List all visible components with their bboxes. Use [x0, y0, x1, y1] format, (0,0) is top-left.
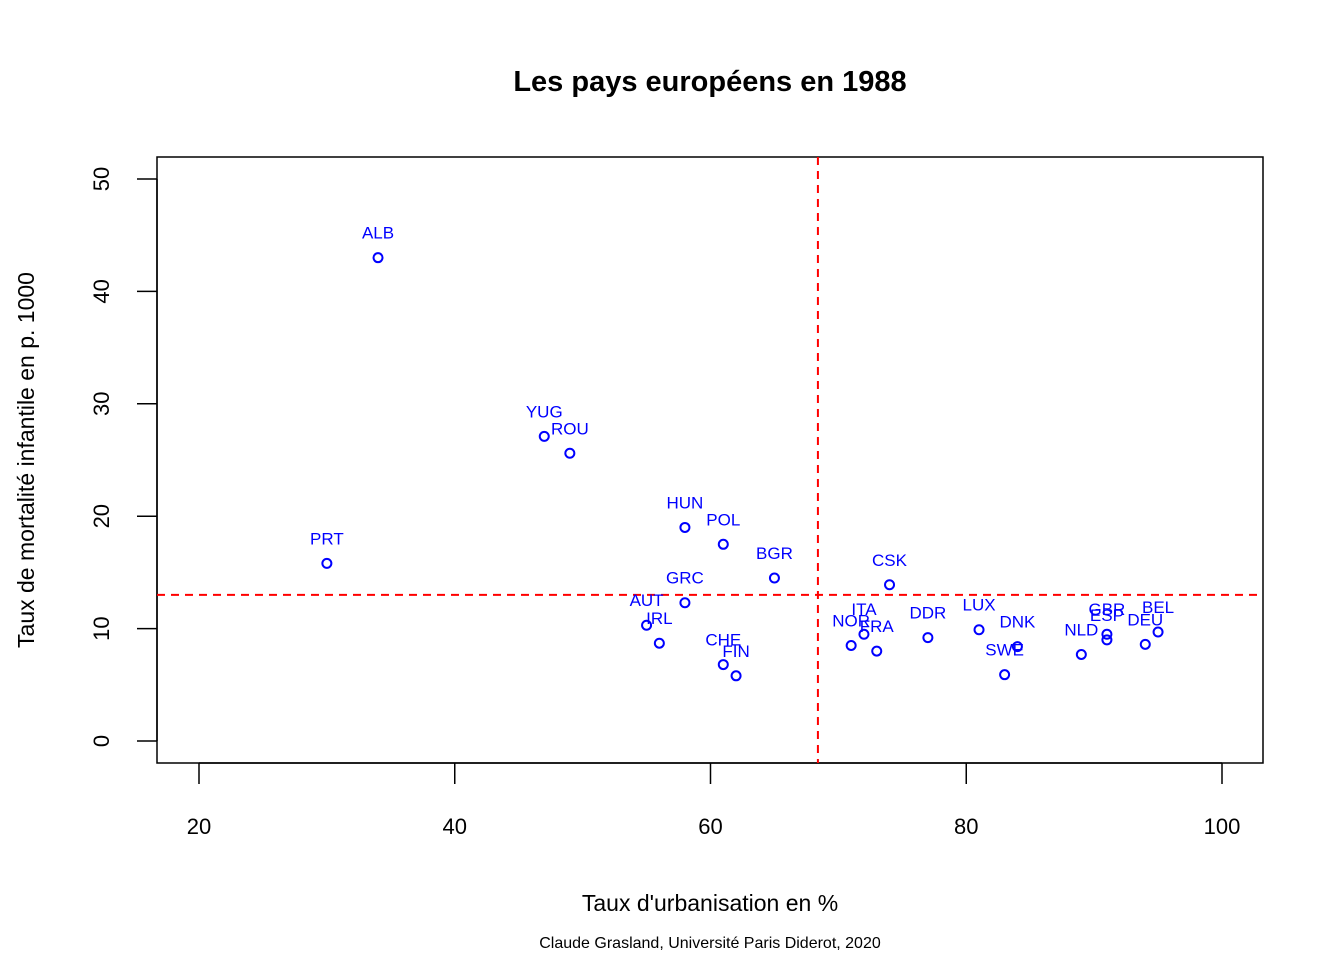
- x-tick-label: 80: [954, 814, 978, 839]
- point-label-gbr: GBR: [1088, 600, 1125, 619]
- point-label-fra: FRA: [860, 617, 895, 636]
- point-label-deu: DEU: [1127, 610, 1163, 629]
- point-alb: [372, 252, 384, 264]
- point-label-rou: ROU: [551, 419, 589, 438]
- point-ita: [858, 628, 870, 640]
- y-tick-label: 50: [89, 167, 114, 191]
- point-gbr: [1101, 628, 1113, 640]
- point-label-hun: HUN: [667, 493, 704, 512]
- point-irl: [653, 637, 665, 649]
- point-label-nld: NLD: [1064, 620, 1098, 639]
- point-label-fin: FIN: [722, 642, 749, 661]
- reference-lines: [157, 157, 1263, 763]
- x-tick-label: 20: [187, 814, 211, 839]
- point-label-ita: ITA: [851, 600, 877, 619]
- point-aut: [641, 619, 653, 631]
- point-label-pol: POL: [706, 510, 740, 529]
- y-tick-label: 20: [89, 504, 114, 528]
- point-label-yug: YUG: [526, 402, 563, 421]
- point-label-nor: NOR: [832, 611, 870, 630]
- y-axis-label: Taux de mortalité infantile en p. 1000: [13, 272, 39, 648]
- point-label-aut: AUT: [630, 591, 664, 610]
- point-ddr: [922, 632, 934, 644]
- point-label-irl: IRL: [646, 609, 672, 628]
- point-dnk: [1011, 641, 1023, 653]
- point-label-prt: PRT: [310, 529, 344, 548]
- point-label-lux: LUX: [962, 596, 995, 615]
- y-tick-label: 30: [89, 392, 114, 416]
- point-grc: [679, 597, 691, 609]
- plot-frame: [156, 156, 1264, 764]
- point-esp: [1101, 634, 1113, 646]
- point-lux: [973, 624, 985, 636]
- point-swe: [999, 669, 1011, 681]
- point-nld: [1075, 648, 1087, 660]
- y-tick-label: 40: [89, 279, 114, 303]
- point-label-che: CHE: [705, 631, 741, 650]
- x-axis: 20 40 60 80 100: [187, 762, 1241, 839]
- point-csk: [884, 579, 896, 591]
- x-tick-label: 60: [698, 814, 722, 839]
- point-rou: [564, 447, 576, 459]
- point-label-esp: ESP: [1090, 606, 1124, 625]
- point-che: [717, 659, 729, 671]
- point-label-bel: BEL: [1142, 598, 1174, 617]
- chart-title: Les pays européens en 1988: [513, 66, 906, 98]
- point-label-csk: CSK: [872, 551, 908, 570]
- point-label-alb: ALB: [362, 224, 394, 243]
- chart-caption: Claude Grasland, Université Paris Didero…: [539, 935, 881, 952]
- y-tick-label: 0: [89, 735, 114, 747]
- point-bel: [1152, 626, 1164, 638]
- point-fin: [730, 670, 742, 682]
- point-nor: [845, 639, 857, 651]
- y-axis: 0 10 20 30 40 50: [89, 167, 158, 747]
- point-deu: [1139, 638, 1151, 650]
- point-bgr: [768, 572, 780, 584]
- x-tick-label: 100: [1204, 814, 1241, 839]
- point-label-dnk: DNK: [999, 613, 1036, 632]
- point-label-ddr: DDR: [909, 604, 946, 623]
- point-prt: [321, 557, 333, 569]
- point-label-grc: GRC: [666, 569, 704, 588]
- x-axis-label: Taux d'urbanisation en %: [582, 890, 838, 916]
- x-tick-label: 40: [443, 814, 467, 839]
- point-fra: [871, 645, 883, 657]
- point-pol: [717, 538, 729, 550]
- point-hun: [679, 521, 691, 533]
- point-label-bgr: BGR: [756, 544, 793, 563]
- y-tick-label: 10: [89, 616, 114, 640]
- point-label-swe: SWE: [985, 641, 1024, 660]
- point-yug: [538, 430, 550, 442]
